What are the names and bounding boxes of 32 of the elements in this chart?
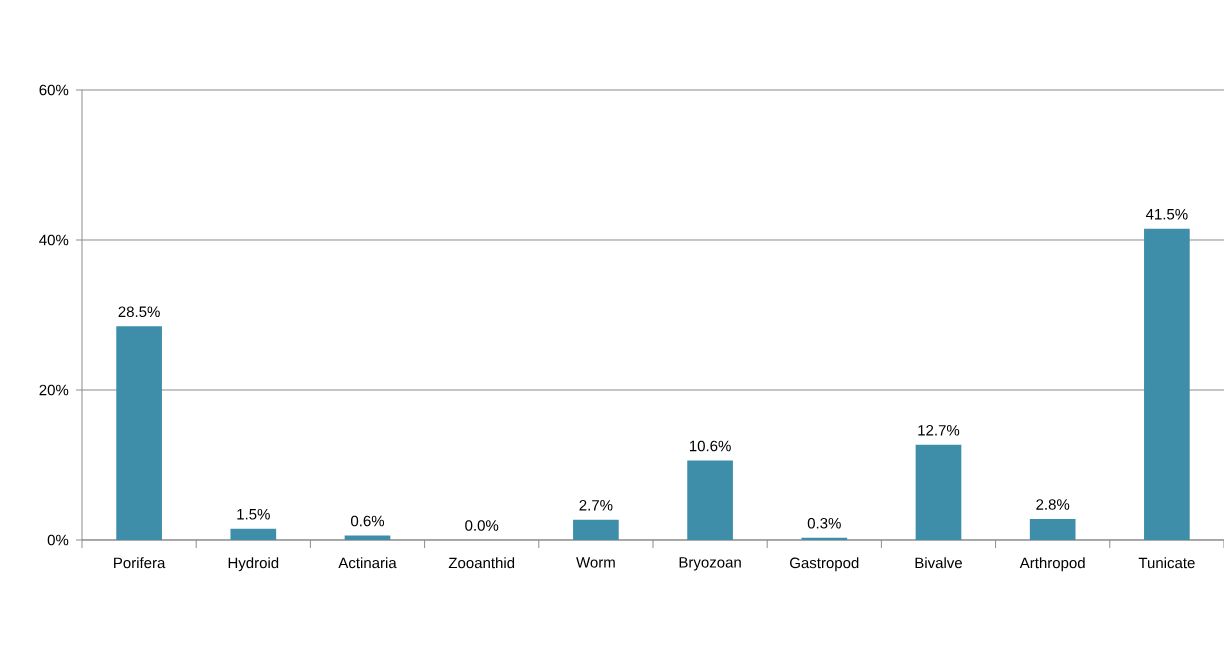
y-tick-label: 20% xyxy=(39,384,69,396)
data-label: 0.6% xyxy=(351,515,385,527)
bar xyxy=(230,528,277,540)
data-label: 2.8% xyxy=(1036,499,1070,510)
bar xyxy=(573,519,619,540)
data-label: 10.6% xyxy=(689,440,731,452)
x-tick-label: Worm xyxy=(576,557,615,568)
x-tick-label: Porifera xyxy=(114,557,166,569)
data-label: 0.0% xyxy=(465,520,499,531)
y-tick-label: 0% xyxy=(47,534,69,546)
x-tick-label: Bivalve xyxy=(915,557,962,569)
bar xyxy=(1029,518,1076,540)
data-label: 12.7% xyxy=(918,424,960,436)
bar xyxy=(687,460,733,540)
bar xyxy=(915,444,962,540)
data-label: 0.3% xyxy=(807,517,841,529)
data-label: 1.5% xyxy=(237,508,270,520)
x-tick-label: Zooanthid xyxy=(448,557,515,569)
data-label: 28.5% xyxy=(118,306,160,318)
x-tick-label: Arthropod xyxy=(1019,557,1085,572)
y-tick-label: 40% xyxy=(39,234,69,246)
x-tick-label: Tunicate xyxy=(1138,557,1195,569)
data-label: 41.5% xyxy=(1145,208,1188,220)
bar xyxy=(344,535,391,540)
x-tick-label: Hydroid xyxy=(228,557,279,572)
y-tick-label: 60% xyxy=(39,84,69,96)
data-label: 2.7% xyxy=(579,499,613,511)
bar xyxy=(116,326,162,540)
bar xyxy=(1144,228,1190,540)
x-tick-label: Gastropod xyxy=(790,557,859,572)
x-tick-label: Bryozoan xyxy=(679,557,741,571)
x-tick-label: Actinaria xyxy=(338,557,397,569)
